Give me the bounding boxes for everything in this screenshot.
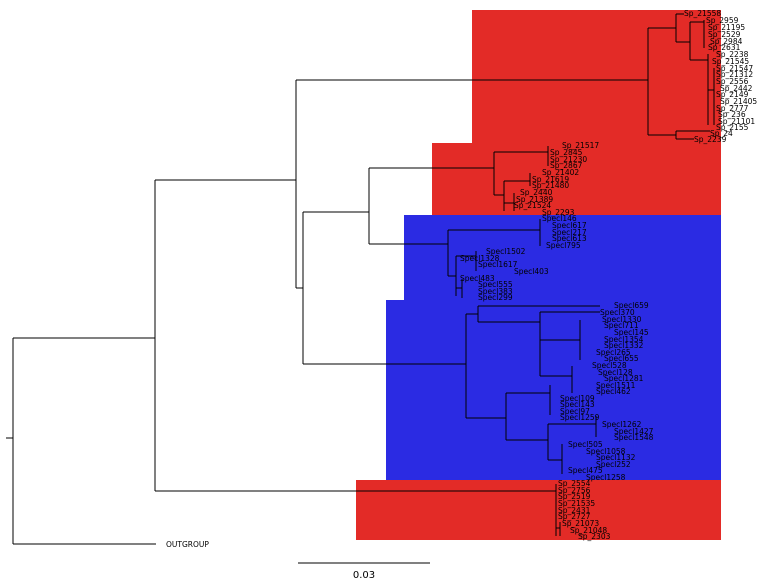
leaf-label: Sp_2556 <box>716 77 749 86</box>
leaf-label: Specl370 <box>600 308 635 317</box>
leaf-label: Specl109 <box>560 394 595 403</box>
leaf-label: Specl1354 <box>604 335 644 344</box>
leaf-label: Specl252 <box>596 460 631 469</box>
leaf-label: Specl1281 <box>604 374 644 383</box>
leaf-label: Specl555 <box>478 280 513 289</box>
leaf-label: Sp_2293 <box>542 208 575 217</box>
leaf-label: Specl505 <box>568 440 603 449</box>
leaf-label: Sp_21402 <box>542 168 579 177</box>
clade-highlight-d <box>386 300 721 480</box>
leaf-label: Sp_236 <box>718 110 746 119</box>
leaf-label: Sp_21480 <box>532 181 569 190</box>
leaf-label: Sp_2554 <box>558 479 591 488</box>
leaf-label: Specl1330 <box>602 315 642 324</box>
leaf-label: Specl383 <box>478 287 513 296</box>
clade-highlight-a <box>472 10 721 143</box>
scale-bar-label: 0.03 <box>353 570 375 581</box>
leaf-label: Specl145 <box>614 328 649 337</box>
clade-highlight-e <box>356 480 721 540</box>
backbone-branches <box>6 79 648 545</box>
leaf-label: Sp_2239 <box>694 135 727 144</box>
leaf-label: Sp_2959 <box>706 16 739 25</box>
leaf-label: Specl265 <box>596 348 631 357</box>
leaf-label: Specl1328 <box>460 254 500 263</box>
leaf-label: Sp_21619 <box>532 175 569 184</box>
leaf-label: Specl528 <box>592 361 627 370</box>
leaf-label: Sp_21195 <box>708 23 745 32</box>
leaf-label: Specl655 <box>604 354 639 363</box>
leaf-label: Sp_2442 <box>720 84 753 93</box>
scale-bar: 0.03 <box>298 562 430 581</box>
leaf-label: Specl1332 <box>604 341 644 350</box>
leaf-labels: Sp_21558 Sp_2959 Sp_21195 Sp_2529 Sp_298… <box>166 9 757 549</box>
leaf-label: Specl617 <box>552 221 587 230</box>
leaf-label: Sp_2845 <box>550 148 583 157</box>
leaf-label: Sp_21558 <box>684 9 721 18</box>
leaf-label: Specl475 <box>568 466 603 475</box>
leaf-label: Sp_2631 <box>708 43 741 52</box>
leaf-label: Specl128 <box>598 368 633 377</box>
clade-c-branches <box>447 219 541 298</box>
leaf-label: Sp_2756 <box>558 486 591 495</box>
leaf-label: Specl1511 <box>596 381 636 390</box>
leaf-label: Specl1502 <box>486 247 526 256</box>
leaf-label: Specl1617 <box>478 260 518 269</box>
leaf-label: Sp_21312 <box>716 70 753 79</box>
clade-d-branches <box>465 305 600 474</box>
leaf-label: Specl1132 <box>596 453 636 462</box>
clade-e-branches <box>555 484 561 536</box>
leaf-label: Specl1427 <box>614 427 654 436</box>
leaf-label: Specl483 <box>460 274 495 283</box>
leaf-label: Sp_21073 <box>562 519 599 528</box>
leaf-label: Sp_2303 <box>578 532 611 541</box>
leaf-label: Sp_2727 <box>558 512 591 521</box>
leaf-label: Sp_2155 <box>716 123 749 132</box>
leaf-label: Sp_21230 <box>550 155 587 164</box>
leaf-label: Sp_21048 <box>570 526 607 535</box>
clade-b-branches <box>493 146 549 211</box>
leaf-label: Sp_21524 <box>514 201 551 210</box>
leaf-label: Sp_2431 <box>558 506 591 515</box>
leaf-label: Sp_24 <box>710 129 733 138</box>
leaf-label: Sp_2984 <box>710 37 743 46</box>
leaf-label: Specl659 <box>614 301 649 310</box>
leaf-label: Specl1548 <box>614 433 654 442</box>
clade-highlight-c <box>404 215 721 300</box>
leaf-label: Sp_21389 <box>516 195 553 204</box>
leaf-label: Specl217 <box>552 228 587 237</box>
leaf-label: Specl146 <box>542 214 577 223</box>
leaf-label: Sp_2867 <box>550 161 583 170</box>
leaf-label: Specl1259 <box>560 413 600 422</box>
leaf-label: Specl299 <box>478 293 513 302</box>
leaf-label: Specl795 <box>546 241 581 250</box>
clade-highlights <box>356 10 721 540</box>
leaf-label: Specl711 <box>604 321 639 330</box>
leaf-label: Sp_2238 <box>716 50 749 59</box>
leaf-label: Sp_2149 <box>716 90 749 99</box>
leaf-label: Sp_21547 <box>716 64 753 73</box>
leaf-label: Sp_2529 <box>708 30 741 39</box>
leaf-label: Sp_2519 <box>558 492 591 501</box>
leaf-label: Specl1058 <box>586 447 626 456</box>
leaf-label: Sp_21545 <box>712 57 749 66</box>
leaf-label: Specl462 <box>596 387 631 396</box>
leaf-label: Specl1262 <box>602 420 642 429</box>
clade-highlight-b <box>432 143 721 215</box>
leaf-label: Specl143 <box>560 400 595 409</box>
leaf-label: Sp_2777 <box>716 104 749 113</box>
leaf-label: Sp_21405 <box>720 97 757 106</box>
leaf-label: Sp_21535 <box>558 499 595 508</box>
outgroup-label: OUTGROUP <box>166 540 209 549</box>
leaf-label: Specl97 <box>560 407 590 416</box>
leaf-label: Specl613 <box>552 234 587 243</box>
leaf-label: Sp_2440 <box>520 188 553 197</box>
clade-a-branches <box>647 13 715 140</box>
leaf-label: Specl403 <box>514 267 549 276</box>
leaf-label: Sp_21517 <box>562 141 599 150</box>
leaf-label: Specl1258 <box>586 473 626 482</box>
leaf-label: Sp_21101 <box>718 117 755 126</box>
